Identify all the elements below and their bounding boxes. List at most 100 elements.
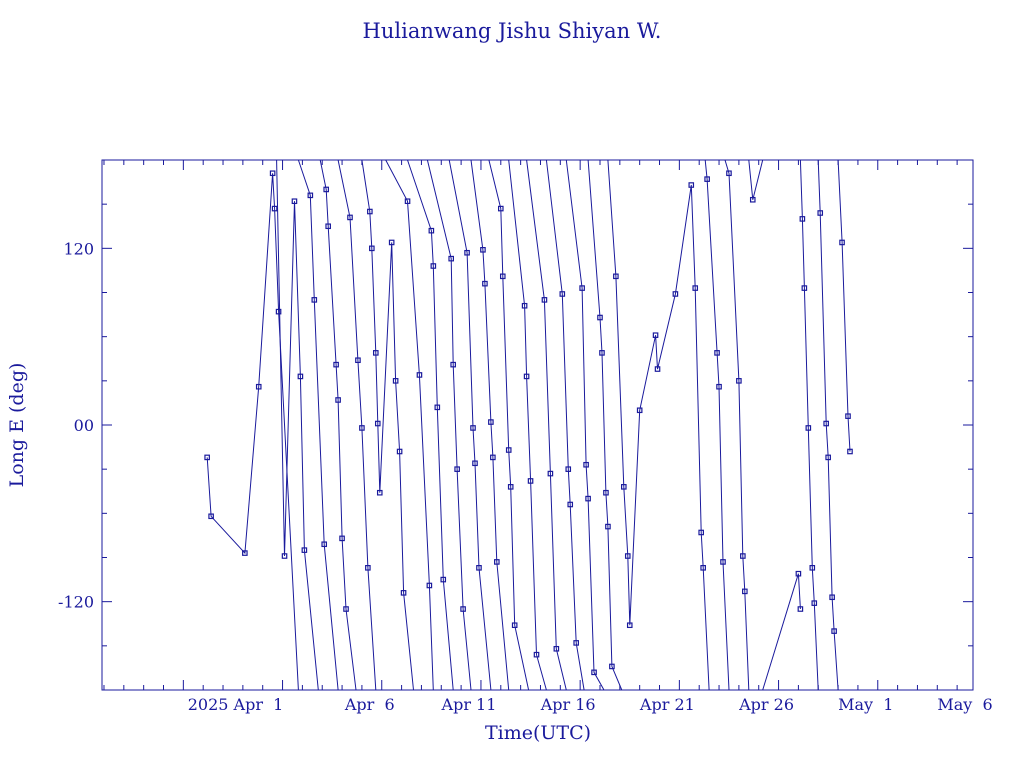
data-point [490, 454, 496, 461]
series-line-segment [837, 159, 851, 452]
data-point [603, 489, 609, 496]
series-line-segment [607, 159, 710, 691]
data-point [805, 425, 812, 431]
data-point [811, 600, 818, 606]
data-point [523, 373, 530, 380]
data-point [609, 663, 615, 670]
data-point [359, 425, 365, 431]
x-tick-label: 2025 Apr 1 [188, 695, 284, 714]
data-point [321, 541, 328, 548]
data-point [271, 205, 278, 212]
series-line-segment [526, 159, 567, 691]
data-point [339, 535, 345, 542]
data-point [652, 332, 659, 338]
series-line-segment [545, 159, 585, 691]
series-line-segment [488, 159, 530, 691]
series-line-segment [587, 159, 623, 691]
data-point [654, 366, 661, 372]
series-line-segment [762, 573, 801, 691]
data-point [488, 419, 494, 425]
series-line-segment [361, 159, 414, 691]
series-line-segment [297, 159, 339, 691]
data-point [636, 407, 643, 414]
data-point [480, 247, 486, 253]
y-axis-label: Long E (deg) [6, 363, 28, 488]
data-point [585, 495, 591, 502]
data-point [450, 361, 456, 368]
data-point [621, 484, 627, 490]
data-point [365, 565, 371, 571]
data-point [281, 553, 288, 559]
data-point [470, 425, 476, 431]
x-tick-label: Apr 21 [639, 695, 695, 714]
series-line-segment [319, 159, 357, 691]
data-point [521, 302, 528, 309]
data-point [825, 454, 831, 461]
data-point [605, 523, 611, 530]
data-point [388, 239, 395, 246]
data-point [720, 559, 726, 565]
data-point [404, 198, 411, 205]
data-point [597, 314, 603, 321]
data-point [692, 285, 699, 291]
y-tick-labels: -120 00 120 [58, 239, 94, 611]
data-point [797, 606, 804, 612]
data-point [505, 447, 512, 453]
data-point [275, 308, 282, 315]
data-point [355, 357, 361, 364]
data-point [464, 249, 470, 256]
data-point [823, 420, 829, 427]
series-markers [204, 170, 853, 676]
series-line-segment [276, 159, 319, 691]
series-line-segment [748, 159, 764, 200]
data-point [831, 628, 837, 634]
data-point [204, 454, 210, 461]
data-point [482, 280, 488, 287]
data-point [511, 622, 518, 629]
data-point [817, 210, 824, 216]
data-point [494, 559, 500, 565]
data-point [499, 273, 506, 280]
data-point [440, 576, 447, 583]
y-tick-label: 120 [63, 239, 94, 258]
data-point [736, 378, 742, 384]
data-point [704, 176, 710, 182]
data-point [301, 547, 308, 553]
data-point [460, 606, 466, 612]
data-point [476, 565, 482, 571]
data-point [567, 501, 574, 508]
data-point [599, 350, 605, 356]
data-point [333, 361, 339, 368]
data-point [742, 588, 748, 595]
data-point [565, 466, 572, 472]
data-point [591, 669, 597, 676]
data-point [507, 484, 514, 490]
x-axis-label: Time(UTC) [485, 722, 591, 744]
data-point [527, 478, 534, 484]
data-point [626, 622, 633, 629]
series-line-segment [426, 159, 472, 691]
x-tick-label: Apr 16 [540, 695, 596, 714]
data-point [740, 553, 746, 559]
x-tick-label: Apr 6 [344, 695, 395, 714]
data-point [307, 192, 314, 199]
data-point [343, 606, 349, 612]
data-point [698, 529, 704, 536]
data-point [559, 291, 566, 297]
data-point [400, 590, 407, 596]
data-point [749, 196, 756, 203]
data-point [497, 205, 504, 212]
data-point [434, 404, 441, 411]
data-point [809, 565, 816, 571]
data-point [291, 198, 298, 205]
x-tick-label: Apr 26 [738, 695, 794, 714]
data-point [547, 470, 554, 477]
data-point [726, 170, 732, 177]
series-line-segment [337, 159, 377, 691]
data-point [335, 397, 341, 403]
data-point [795, 570, 802, 577]
series-line-segment [565, 159, 605, 691]
series-line-segment [385, 159, 434, 691]
data-point [392, 378, 399, 384]
